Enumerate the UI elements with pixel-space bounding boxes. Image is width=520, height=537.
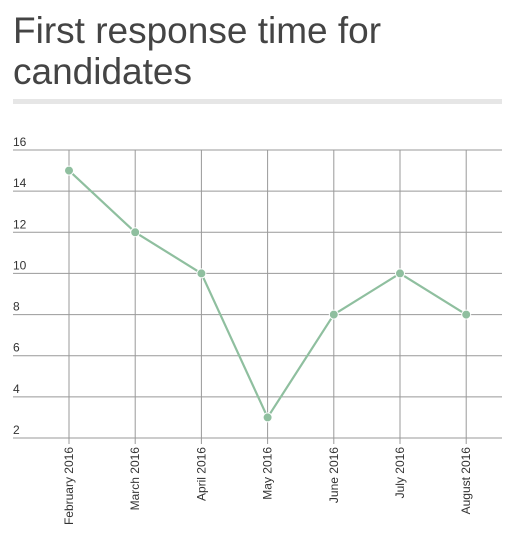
y-tick-label: 12 [13, 217, 27, 231]
data-point [395, 268, 405, 279]
data-point [196, 268, 207, 279]
y-tick-label: 16 [13, 135, 27, 149]
x-tick-label: February 2016 [62, 447, 76, 525]
x-tick-label: March 2016 [128, 447, 142, 511]
data-point [262, 412, 273, 423]
y-tick-label: 14 [13, 176, 27, 190]
data-point [328, 309, 339, 320]
y-tick-label: 6 [13, 341, 20, 355]
y-tick-label: 10 [13, 258, 27, 272]
y-tick-label: 4 [13, 382, 20, 396]
y-tick-label: 2 [13, 423, 20, 437]
y-tick-label: 8 [13, 300, 20, 314]
x-tick-label: June 2016 [327, 447, 341, 503]
data-point [461, 309, 472, 320]
x-tick-label: May 2016 [261, 447, 275, 500]
x-tick-label: July 2016 [393, 447, 407, 499]
data-point [130, 227, 141, 238]
x-tick-label: August 2016 [459, 447, 473, 515]
title-divider [13, 99, 502, 104]
data-point [64, 165, 74, 176]
chart-title: First response time for candidates [13, 10, 382, 92]
x-tick-label: April 2016 [194, 447, 208, 501]
